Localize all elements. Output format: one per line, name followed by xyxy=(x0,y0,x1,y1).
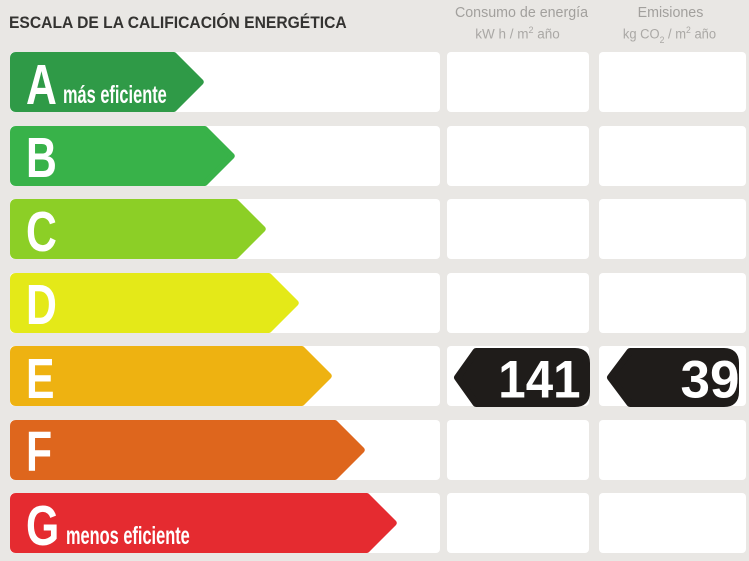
svg-text:39: 39 xyxy=(681,351,740,410)
svg-text:141: 141 xyxy=(498,350,580,409)
